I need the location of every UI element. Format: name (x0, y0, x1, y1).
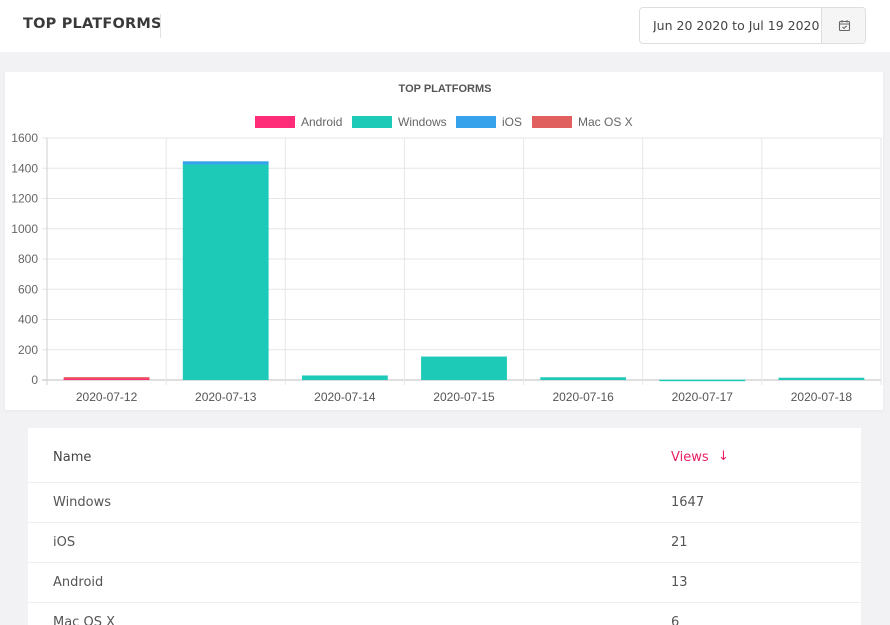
platform-views: 21 (671, 535, 688, 550)
x-tick-label: 2020-07-17 (672, 390, 734, 404)
y-tick-label: 1600 (11, 131, 38, 145)
y-tick-label: 0 (31, 373, 38, 387)
calendar-icon (838, 20, 850, 32)
bar-ios-2020-07-13 (182, 161, 269, 165)
bar-android-2020-07-12 (63, 378, 150, 380)
platform-name: Android (53, 575, 104, 590)
date-range-picker[interactable] (639, 7, 866, 44)
page-title: TOP PLATFORMS (23, 16, 162, 32)
x-tick-label: 2020-07-14 (314, 390, 376, 404)
platform-name: iOS (53, 535, 76, 550)
platform-views: 1647 (671, 495, 705, 510)
table-row[interactable]: Windows 1647 (28, 482, 861, 522)
sort-descending-icon[interactable]: ↓ (718, 449, 729, 464)
y-tick-label: 800 (18, 252, 38, 266)
calendar-button[interactable] (821, 8, 865, 43)
bar-windows-2020-07-17 (659, 379, 746, 382)
platform-views: 13 (671, 575, 688, 590)
x-tick-label: 2020-07-12 (76, 390, 138, 404)
date-range-input[interactable] (640, 8, 821, 43)
bar-windows-2020-07-16 (540, 377, 627, 380)
platform-views: 6 (671, 615, 680, 625)
y-tick-label: 200 (18, 343, 38, 357)
table-row[interactable]: Mac OS X 6 (28, 602, 861, 625)
bar-windows-2020-07-13 (182, 164, 269, 380)
platforms-bar-chart: TOP PLATFORMS Android Windows iOS Mac OS X 0 2… (11, 83, 882, 404)
x-tick-label: 2020-07-18 (791, 390, 853, 404)
legend-swatch-windows (352, 116, 392, 128)
x-tick-label: 2020-07-15 (433, 390, 495, 404)
legend-label-ios: iOS (502, 115, 522, 129)
column-header-views[interactable]: Views (671, 450, 709, 465)
table-row[interactable]: Android 13 (28, 562, 861, 602)
table-row[interactable]: iOS 21 (28, 522, 861, 562)
y-tick-label: 400 (18, 313, 38, 327)
x-tick-label: 2020-07-13 (195, 390, 257, 404)
column-header-name[interactable]: Name (53, 450, 92, 465)
platform-name: Windows (53, 495, 112, 510)
legend-swatch-mac-os-x (532, 116, 572, 128)
y-tick-label: 1400 (11, 161, 38, 175)
legend-label-android: Android (301, 115, 342, 129)
bar-windows-2020-07-15 (421, 356, 507, 380)
title-divider (160, 14, 161, 38)
legend-label-mac-os-x: Mac OS X (578, 115, 633, 129)
y-tick-label: 600 (18, 282, 38, 296)
bar-windows-2020-07-14 (301, 375, 388, 380)
platform-name: Mac OS X (53, 615, 115, 625)
x-tick-label: 2020-07-16 (552, 390, 614, 404)
top-bar: TOP PLATFORMS (0, 0, 890, 52)
chart-card: TOP PLATFORMS Android Windows iOS Mac OS X 0 2… (5, 72, 883, 410)
legend-swatch-android (255, 116, 295, 128)
platforms-table: Name Views ↓ Windows 1647 iOS 21 Android… (28, 428, 861, 625)
y-tick-label: 1000 (11, 222, 38, 236)
legend-label-windows: Windows (398, 115, 447, 129)
legend-swatch-ios (456, 116, 496, 128)
bar-mac-os-x-2020-07-12 (63, 377, 150, 379)
chart-title: TOP PLATFORMS (399, 83, 492, 95)
y-tick-label: 1200 (11, 192, 38, 206)
bar-windows-2020-07-18 (778, 377, 865, 380)
